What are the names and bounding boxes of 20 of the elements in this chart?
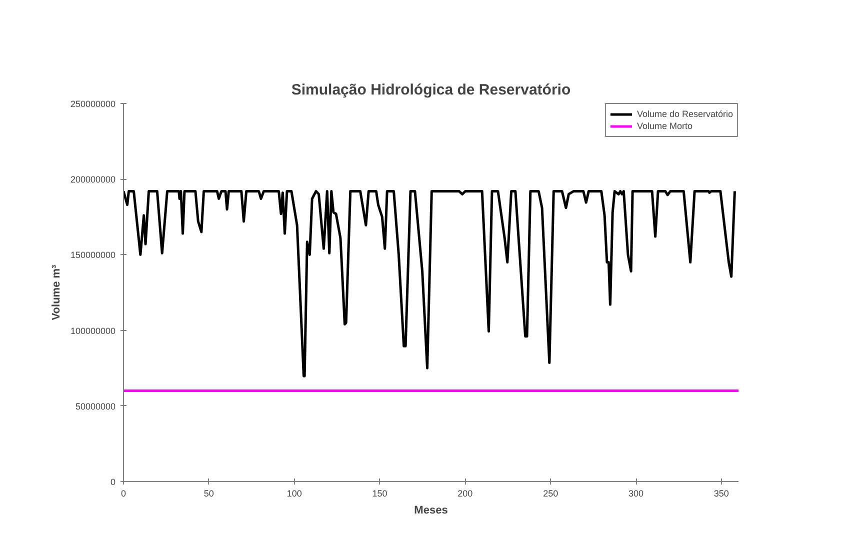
y-axis-title: Volume m³: [50, 264, 62, 320]
x-tick-label: 150: [372, 488, 388, 498]
y-tick-label: 100000000: [70, 326, 116, 336]
y-tick-label: 0: [110, 477, 116, 487]
x-tick-label: 350: [714, 488, 729, 498]
x-tick-label: 200: [458, 488, 473, 498]
x-tick-label: 50: [204, 488, 214, 498]
legend-label: Volume do Reservatório: [636, 108, 733, 120]
chart-title: Simulação Hidrológica de Reservatório: [291, 82, 571, 98]
x-axis-title: Meses: [414, 504, 448, 516]
x-tick-label: 0: [120, 488, 126, 498]
legend-label: Volume Morto: [636, 120, 692, 132]
y-tick-label: 200000000: [70, 174, 116, 185]
y-tick-label: 150000000: [70, 250, 116, 260]
x-tick-label: 300: [628, 488, 644, 498]
x-tick-label: 100: [286, 488, 302, 498]
x-tick-label: 250: [543, 488, 558, 498]
y-tick-label: 50000000: [75, 401, 116, 412]
y-tick-label: 250000000: [70, 99, 116, 109]
line-series: [124, 190, 736, 378]
